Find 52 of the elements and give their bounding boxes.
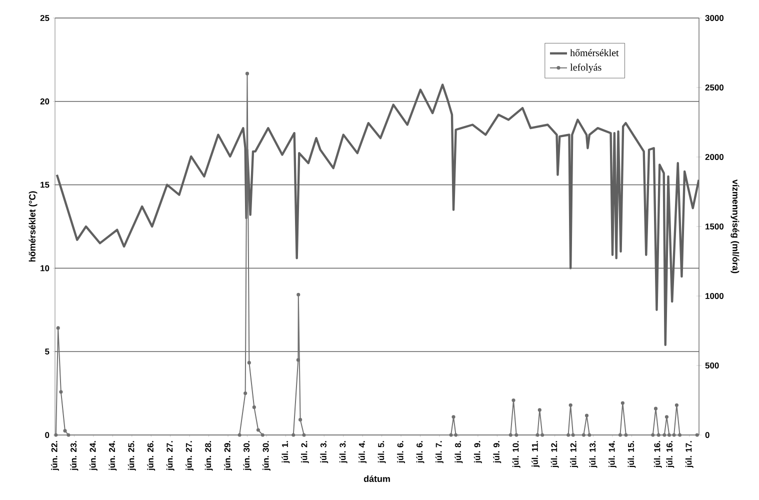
y2-tick-label: 500 bbox=[705, 362, 719, 368]
y2-tick-label: 2000 bbox=[705, 154, 724, 160]
x-tick-label: jún. 27. bbox=[166, 441, 174, 471]
x-tick-label: jún. 30. bbox=[243, 441, 252, 471]
y2-tick-label: 1500 bbox=[706, 224, 724, 230]
x-tick-label: júl. 9. bbox=[493, 441, 502, 464]
x-tick-label: júl. 1. bbox=[282, 441, 290, 464]
y-tick-label: 25 bbox=[40, 15, 50, 21]
x-tick-label: júl. 6. bbox=[397, 441, 406, 464]
x-tick-label: jún. 23. bbox=[70, 441, 78, 471]
x-tick-label: júl. 8. bbox=[454, 441, 463, 464]
x-tick-label: jún. 22. bbox=[51, 441, 59, 471]
x-tick-label: júl. 9. bbox=[474, 441, 482, 464]
y2-tick-label: 0 bbox=[705, 432, 710, 438]
x-tick-label: júl. 11. bbox=[532, 441, 540, 468]
x-tick-label: júl. 3. bbox=[320, 441, 328, 464]
x-tick-label: júl. 16. bbox=[666, 441, 674, 468]
legend-label: hőmérséklet bbox=[570, 49, 619, 56]
y2-axis-title: vízmennyiség (ml/óra) bbox=[730, 179, 740, 274]
x-axis-title: dátum bbox=[364, 475, 390, 482]
x-tick-label: júl. 12. bbox=[570, 441, 578, 468]
y-axis-title: hőmérséklet (°C) bbox=[28, 191, 38, 262]
x-tick-label: jún. 24. bbox=[108, 441, 117, 471]
y2-tick-label: 3000 bbox=[705, 15, 724, 21]
x-tick-label: júl. 13. bbox=[589, 441, 598, 468]
x-tick-label: jún. 28. bbox=[204, 441, 213, 471]
x-tick-label: júl. 6. bbox=[416, 441, 424, 464]
x-tick-label: jún. 24. bbox=[89, 441, 98, 471]
x-tick-label: jún. 27. bbox=[186, 441, 194, 471]
x-tick-label: júl. 17. bbox=[685, 441, 694, 468]
x-tick-label: júl. 5. bbox=[378, 441, 386, 464]
x-tick-label: júl. 14. bbox=[608, 441, 616, 468]
x-tick-label: júl. 10. bbox=[512, 441, 520, 468]
x-tick-label: júl. 3. bbox=[339, 441, 348, 464]
x-tick-label: jún. 30. bbox=[262, 441, 270, 471]
y-tick-label: 5 bbox=[45, 348, 50, 355]
x-tick-label: júl. 15. bbox=[628, 441, 636, 468]
y-tick-label: 15 bbox=[40, 182, 50, 188]
x-tick-label: júl. 4. bbox=[358, 441, 367, 464]
y-tick-label: 0 bbox=[45, 432, 50, 438]
x-tick-label: jún. 26. bbox=[147, 441, 156, 471]
x-tick-label: jún. 29. bbox=[224, 441, 232, 471]
y-tick-label: 10 bbox=[40, 265, 50, 272]
y-tick-label: 20 bbox=[40, 98, 50, 104]
y2-tick-label: 1000 bbox=[706, 293, 724, 299]
x-tick-label: júl. 16. bbox=[654, 441, 662, 468]
y2-tick-label: 2500 bbox=[705, 84, 724, 90]
legend-label: lefolyás bbox=[570, 64, 602, 73]
x-tick-label: jún. 25. bbox=[128, 441, 136, 471]
x-tick-label: júl. 2. bbox=[300, 441, 309, 464]
x-tick-label: júl. 12. bbox=[550, 441, 559, 468]
x-tick-label: júl. 7. bbox=[435, 441, 444, 464]
